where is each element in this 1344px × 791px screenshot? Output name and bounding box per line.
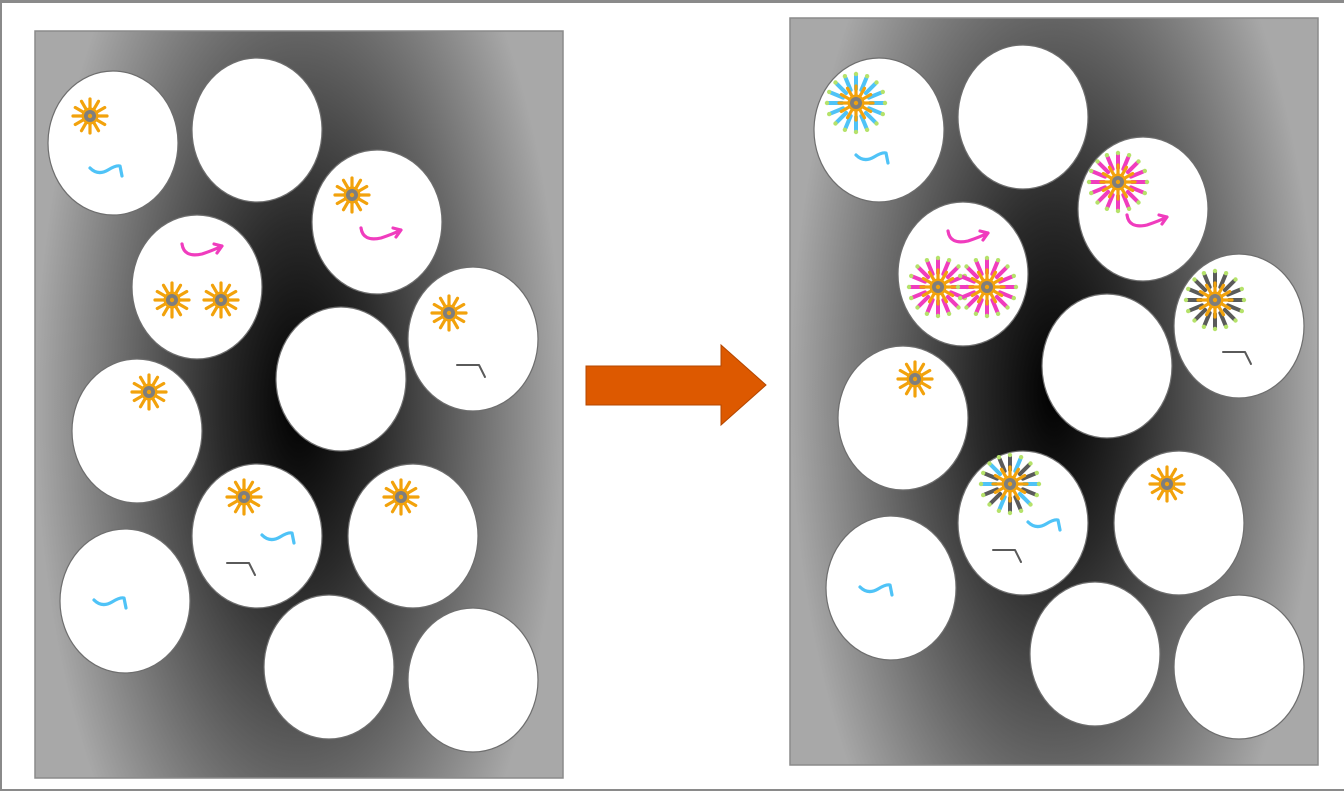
droplet — [191, 463, 323, 609]
blue-probe-icon — [858, 583, 894, 597]
droplet — [1077, 136, 1209, 282]
droplet — [1041, 293, 1173, 439]
labeled-bead-icon — [955, 255, 1019, 319]
droplet-ellipse — [813, 57, 945, 203]
droplet-group — [47, 57, 539, 753]
droplet — [47, 70, 179, 216]
panel-after — [789, 17, 1319, 766]
droplet-ellipse — [897, 201, 1029, 347]
labeled-bead-icon — [1183, 268, 1247, 332]
gray-probe-icon — [992, 549, 1022, 563]
droplet — [275, 306, 407, 452]
gray-probe-icon — [456, 364, 486, 378]
magenta-probe-icon — [1125, 213, 1169, 228]
blue-probe-icon — [260, 531, 296, 545]
droplet-ellipse — [47, 70, 179, 216]
droplet — [1029, 581, 1161, 727]
bead-icon — [130, 373, 168, 411]
top-border — [0, 0, 1344, 3]
magenta-probe-icon — [359, 226, 403, 241]
droplet-ellipse — [275, 306, 407, 452]
droplet-ellipse — [957, 44, 1089, 190]
droplet-ellipse — [311, 149, 443, 295]
droplet — [347, 463, 479, 609]
left-border — [0, 0, 2, 791]
droplet-ellipse — [1029, 581, 1161, 727]
droplet-ellipse — [407, 266, 539, 412]
droplet — [897, 201, 1029, 347]
droplet-group — [813, 44, 1305, 740]
magenta-probe-icon — [946, 229, 990, 244]
droplet-ellipse — [131, 214, 263, 360]
droplet — [957, 44, 1089, 190]
labeled-bead-icon — [978, 452, 1042, 516]
right-arrow-icon — [585, 343, 767, 427]
blue-probe-icon — [1026, 518, 1062, 532]
bead-icon — [71, 97, 109, 135]
droplet-ellipse — [957, 450, 1089, 596]
droplet-ellipse — [263, 594, 395, 740]
panel-before — [34, 30, 564, 779]
droplet-ellipse — [1173, 594, 1305, 740]
bead-icon — [225, 478, 263, 516]
blue-probe-icon — [854, 151, 890, 165]
droplet-ellipse — [407, 607, 539, 753]
bead-icon — [430, 294, 468, 332]
droplet — [407, 607, 539, 753]
droplet — [131, 214, 263, 360]
bottom-border — [0, 789, 1344, 791]
droplet-ellipse — [1077, 136, 1209, 282]
droplet-ellipse — [1173, 253, 1305, 399]
droplet — [311, 149, 443, 295]
droplet — [957, 450, 1089, 596]
droplet — [407, 266, 539, 412]
blue-probe-icon — [88, 164, 124, 178]
droplet — [71, 358, 203, 504]
gray-probe-icon — [226, 562, 256, 576]
droplet-ellipse — [191, 463, 323, 609]
bead-icon — [202, 281, 240, 319]
droplet — [825, 515, 957, 661]
droplet-ellipse — [347, 463, 479, 609]
droplet — [1113, 450, 1245, 596]
droplet — [837, 345, 969, 491]
blue-probe-icon — [92, 596, 128, 610]
gray-probe-icon — [1222, 351, 1252, 365]
bead-icon — [382, 478, 420, 516]
droplet-ellipse — [191, 57, 323, 203]
droplet — [1173, 253, 1305, 399]
droplet — [263, 594, 395, 740]
bead-icon — [896, 360, 934, 398]
magenta-probe-icon — [180, 242, 224, 257]
droplet — [59, 528, 191, 674]
droplet-ellipse — [1113, 450, 1245, 596]
droplet — [1173, 594, 1305, 740]
labeled-bead-icon — [824, 71, 888, 135]
droplet — [191, 57, 323, 203]
arrow-group — [585, 343, 767, 427]
bead-icon — [153, 281, 191, 319]
bead-icon — [333, 176, 371, 214]
labeled-bead-icon — [1086, 150, 1150, 214]
droplet-ellipse — [1041, 293, 1173, 439]
droplet-ellipse — [71, 358, 203, 504]
bead-icon — [1148, 465, 1186, 503]
droplet-ellipse — [837, 345, 969, 491]
droplet — [813, 57, 945, 203]
